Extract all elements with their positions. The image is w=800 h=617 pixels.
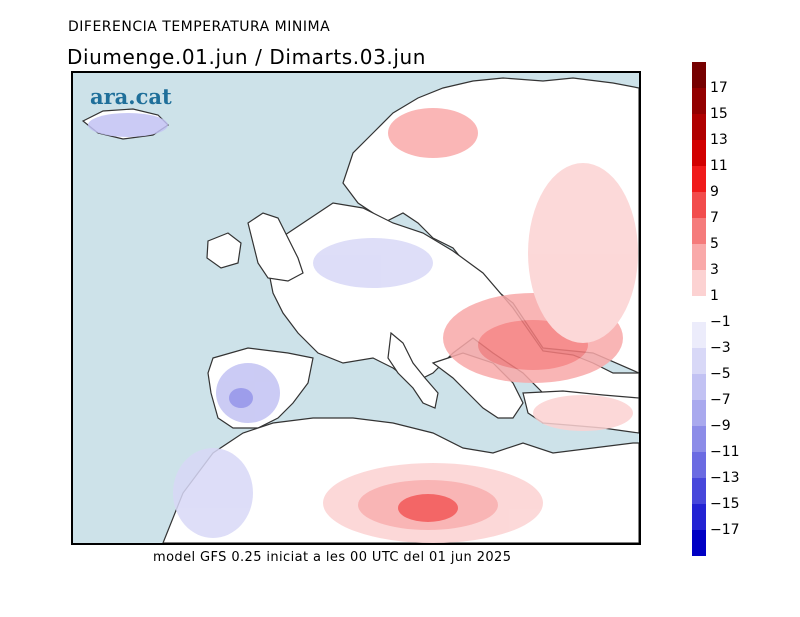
cold-area-morocco xyxy=(173,448,253,538)
cold-anomaly-layer xyxy=(88,113,433,538)
legend-label: 7 xyxy=(710,210,719,226)
legend-swatch-cold xyxy=(692,426,706,452)
title-top: DIFERENCIA TEMPERATURA MINIMA xyxy=(68,19,331,35)
legend-label: 15 xyxy=(710,106,728,122)
legend-swatch-warm xyxy=(692,62,706,88)
great-britain-landmass xyxy=(247,212,304,282)
legend-label: −1 xyxy=(710,314,731,330)
italy-landmass xyxy=(387,331,439,409)
legend-swatch-warm xyxy=(692,218,706,244)
cold-area-france-germany xyxy=(313,238,433,288)
legend-label: 5 xyxy=(710,236,719,252)
temperature-map xyxy=(71,71,641,545)
legend-label: 3 xyxy=(710,262,719,278)
ara-cat-logo: ara.cat xyxy=(90,84,172,109)
warm-anomaly-layer xyxy=(323,108,638,543)
map-canvas xyxy=(81,77,639,543)
legend-label: −17 xyxy=(710,522,740,538)
legend-label: −15 xyxy=(710,496,740,512)
legend-label: 13 xyxy=(710,132,728,148)
cold-area-iberia-core xyxy=(229,388,253,408)
legend-label: −9 xyxy=(710,418,731,434)
legend-swatch-cold xyxy=(692,452,706,478)
model-caption: model GFS 0.25 iniciat a les 00 UTC del … xyxy=(153,550,512,565)
legend-swatch-cold xyxy=(692,322,706,348)
ireland-landmass xyxy=(206,232,242,269)
page-title: Diumenge.01.jun / Dimarts.03.jun xyxy=(67,45,427,69)
legend-swatch-warm xyxy=(692,270,706,296)
legend-swatch-warm xyxy=(692,88,706,114)
legend-swatch-cold xyxy=(692,530,706,556)
legend-swatch-warm xyxy=(692,114,706,140)
legend-label: 17 xyxy=(710,80,728,96)
legend-swatch-cold xyxy=(692,374,706,400)
legend-swatch-cold xyxy=(692,504,706,530)
legend-label: 11 xyxy=(710,158,728,174)
legend-swatch-warm xyxy=(692,166,706,192)
legend-label: −7 xyxy=(710,392,731,408)
legend-label: −13 xyxy=(710,470,740,486)
cold-area-iceland xyxy=(88,113,168,137)
legend-label: 9 xyxy=(710,184,719,200)
warm-area-scandinavia xyxy=(388,108,478,158)
legend-swatch-warm xyxy=(692,192,706,218)
warm-area-russia xyxy=(528,163,638,343)
legend-label: 1 xyxy=(710,288,719,304)
legend-swatch-cold xyxy=(692,478,706,504)
warm-area-sahara-core xyxy=(398,494,458,522)
legend-swatch-cold xyxy=(692,348,706,374)
legend-swatch-warm xyxy=(692,140,706,166)
legend-label: −5 xyxy=(710,366,731,382)
warm-area-turkey xyxy=(533,395,633,431)
legend-swatch-warm xyxy=(692,244,706,270)
legend-swatch-cold xyxy=(692,400,706,426)
legend-label: −3 xyxy=(710,340,731,356)
legend-label: −11 xyxy=(710,444,740,460)
